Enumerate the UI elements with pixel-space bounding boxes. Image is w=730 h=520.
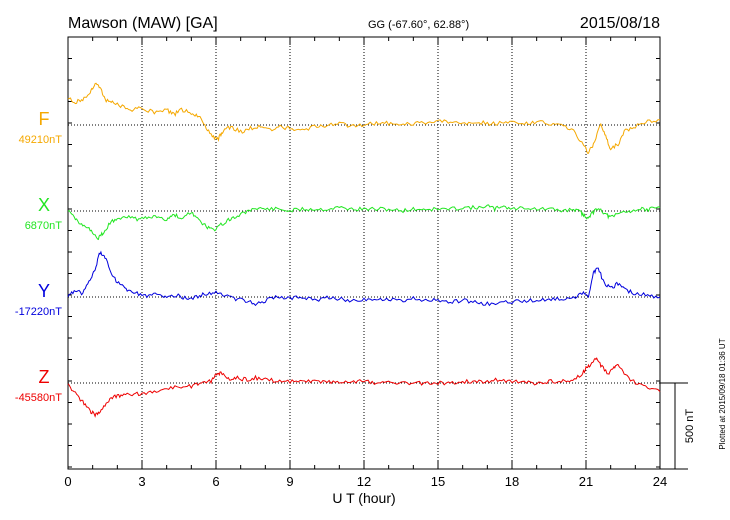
x-tick-label: 12 xyxy=(357,474,371,489)
series-baseline-z: -45580nT xyxy=(15,392,62,404)
date-label: 2015/08/18 xyxy=(580,15,660,32)
plotted-note: Plotted at 2015/09/18 01:36 UT xyxy=(718,338,727,449)
station-title: Mawson (MAW) [GA] xyxy=(68,15,218,32)
series-name-z: Z xyxy=(39,367,50,387)
series-line-y xyxy=(67,250,661,307)
x-tick-label: 21 xyxy=(579,474,593,489)
x-axis-label: U T (hour) xyxy=(332,490,395,506)
axis-ticks xyxy=(67,36,661,469)
grid-lines xyxy=(68,37,660,469)
series-name-x: X xyxy=(38,195,50,215)
series-name-f: F xyxy=(39,109,50,129)
x-tick-labels: 0 3 6 9 12 15 18 21 24 xyxy=(64,474,667,489)
x-tick-label: 9 xyxy=(286,474,293,489)
series-lines xyxy=(67,82,661,418)
series-line-x xyxy=(67,204,661,241)
x-tick-label: 0 xyxy=(64,474,71,489)
series-labels: F 49210nT X 6870nT Y -17220nT Z -45580nT xyxy=(15,109,62,404)
scale-bar: 500 nT xyxy=(660,382,696,470)
series-baseline-x: 6870nT xyxy=(25,220,63,232)
x-tick-label: 3 xyxy=(138,474,145,489)
coords-label: GG (-67.60°, 62.88°) xyxy=(368,19,469,31)
scale-bar-label: 500 nT xyxy=(684,409,696,444)
x-tick-label: 18 xyxy=(505,474,519,489)
x-tick-label: 24 xyxy=(653,474,667,489)
series-line-z xyxy=(67,357,661,418)
series-baseline-y: -17220nT xyxy=(15,306,62,318)
series-name-y: Y xyxy=(38,281,50,301)
series-baseline-f: 49210nT xyxy=(19,134,63,146)
series-line-f xyxy=(67,82,660,154)
x-tick-label: 15 xyxy=(431,474,445,489)
x-tick-label: 6 xyxy=(212,474,219,489)
